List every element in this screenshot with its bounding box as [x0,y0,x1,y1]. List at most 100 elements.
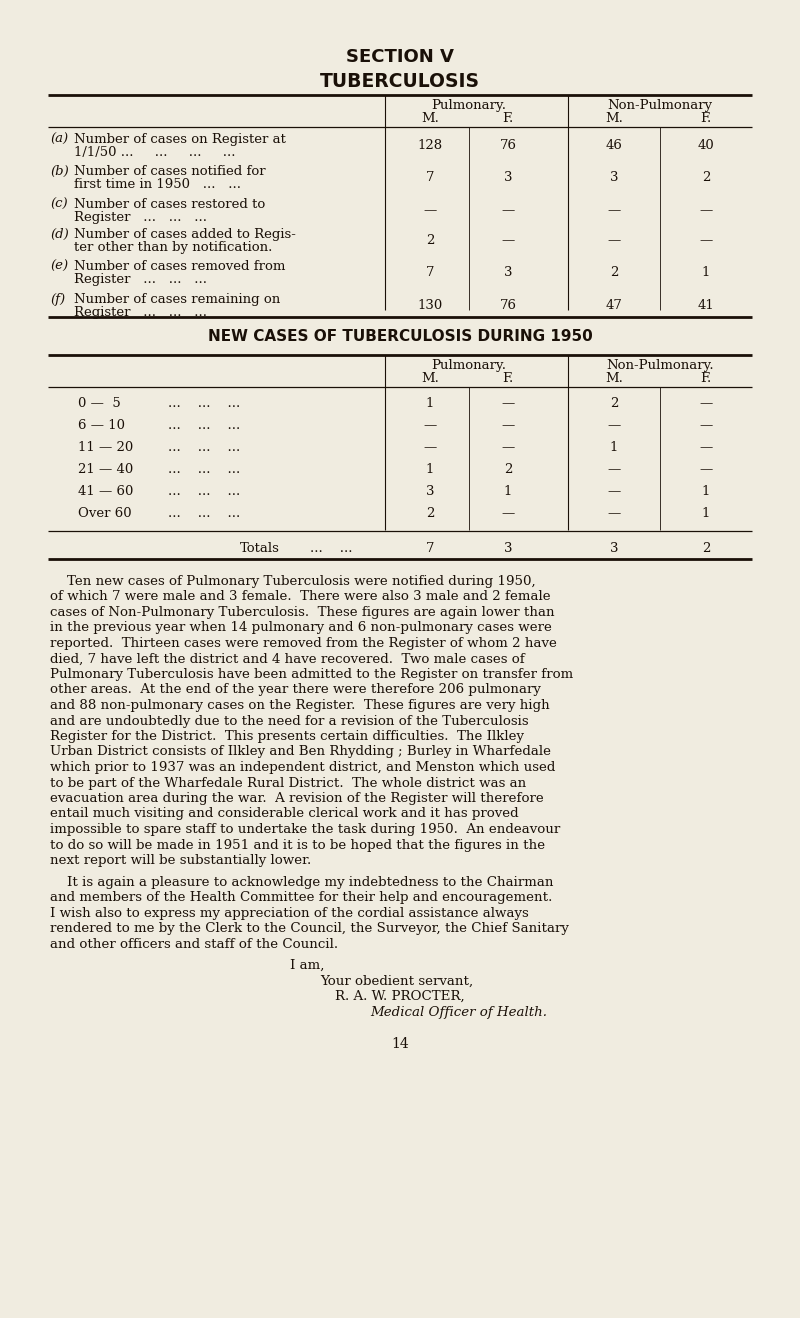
Text: died, 7 have left the district and 4 have recovered.  Two male cases of: died, 7 have left the district and 4 hav… [50,652,525,666]
Text: Number of cases restored to: Number of cases restored to [74,198,266,211]
Text: F.: F. [502,372,514,385]
Text: 7: 7 [426,266,434,279]
Text: —: — [607,419,621,432]
Text: F.: F. [700,372,712,385]
Text: 3: 3 [504,542,512,555]
Text: (a): (a) [50,133,68,146]
Text: rendered to me by the Clerk to the Council, the Surveyor, the Chief Sanitary: rendered to me by the Clerk to the Counc… [50,923,569,936]
Text: ...    ...    ...: ... ... ... [168,485,240,498]
Text: Number of cases on Register at: Number of cases on Register at [74,133,286,146]
Text: SECTION V: SECTION V [346,47,454,66]
Text: Non-Pulmonary.: Non-Pulmonary. [606,358,714,372]
Text: 1: 1 [426,463,434,476]
Text: Over 60: Over 60 [78,507,132,521]
Text: Number of cases notified for: Number of cases notified for [74,165,266,178]
Text: 2: 2 [702,171,710,185]
Text: —: — [699,235,713,246]
Text: cases of Non-Pulmonary Tuberculosis.  These figures are again lower than: cases of Non-Pulmonary Tuberculosis. The… [50,606,554,619]
Text: M.: M. [421,372,439,385]
Text: 2: 2 [610,397,618,410]
Text: 3: 3 [426,485,434,498]
Text: —: — [699,442,713,453]
Text: entail much visiting and considerable clerical work and it has proved: entail much visiting and considerable cl… [50,808,518,821]
Text: —: — [423,204,437,217]
Text: F.: F. [700,112,712,125]
Text: 1: 1 [610,442,618,453]
Text: Register for the District.  This presents certain difficulties.  The Ilkley: Register for the District. This presents… [50,730,524,743]
Text: and 88 non-pulmonary cases on the Register.  These figures are very high: and 88 non-pulmonary cases on the Regist… [50,699,550,712]
Text: 6 — 10: 6 — 10 [78,419,125,432]
Text: 130: 130 [418,299,442,312]
Text: Ten new cases of Pulmonary Tuberculosis were notified during 1950,: Ten new cases of Pulmonary Tuberculosis … [50,575,536,588]
Text: —: — [502,419,514,432]
Text: F.: F. [502,112,514,125]
Text: 21 — 40: 21 — 40 [78,463,134,476]
Text: (f): (f) [50,293,65,306]
Text: 47: 47 [606,299,622,312]
Text: to be part of the Wharfedale Rural District.  The whole district was an: to be part of the Wharfedale Rural Distr… [50,776,526,789]
Text: 1: 1 [426,397,434,410]
Text: (e): (e) [50,260,68,273]
Text: of which 7 were male and 3 female.  There were also 3 male and 2 female: of which 7 were male and 3 female. There… [50,590,550,604]
Text: (b): (b) [50,165,69,178]
Text: 128: 128 [418,138,442,152]
Text: —: — [607,235,621,246]
Text: —: — [502,397,514,410]
Text: 40: 40 [698,138,714,152]
Text: other areas.  At the end of the year there were therefore 206 pulmonary: other areas. At the end of the year ther… [50,684,541,696]
Text: 1: 1 [702,507,710,521]
Text: I wish also to express my appreciation of the cordial assistance always: I wish also to express my appreciation o… [50,907,529,920]
Text: ...    ...    ...: ... ... ... [168,442,240,453]
Text: impossible to spare staff to undertake the task during 1950.  An endeavour: impossible to spare staff to undertake t… [50,822,560,836]
Text: ...    ...    ...: ... ... ... [168,397,240,410]
Text: Totals: Totals [240,542,280,555]
Text: first time in 1950   ...   ...: first time in 1950 ... ... [74,178,241,191]
Text: —: — [699,463,713,476]
Text: —: — [699,204,713,217]
Text: 1/1/50 ...     ...     ...     ...: 1/1/50 ... ... ... ... [74,146,235,159]
Text: Your obedient servant,: Your obedient servant, [320,975,474,987]
Text: —: — [607,463,621,476]
Text: 3: 3 [610,171,618,185]
Text: NEW CASES OF TUBERCULOSIS DURING 1950: NEW CASES OF TUBERCULOSIS DURING 1950 [208,330,592,344]
Text: evacuation area during the war.  A revision of the Register will therefore: evacuation area during the war. A revisi… [50,792,544,805]
Text: Pulmonary.: Pulmonary. [431,99,506,112]
Text: Pulmonary.: Pulmonary. [431,358,506,372]
Text: Number of cases removed from: Number of cases removed from [74,260,286,273]
Text: in the previous year when 14 pulmonary and 6 non-pulmonary cases were: in the previous year when 14 pulmonary a… [50,622,552,634]
Text: —: — [502,507,514,521]
Text: It is again a pleasure to acknowledge my indebtedness to the Chairman: It is again a pleasure to acknowledge my… [50,875,554,888]
Text: 7: 7 [426,171,434,185]
Text: 2: 2 [504,463,512,476]
Text: 2: 2 [610,266,618,279]
Text: 41: 41 [698,299,714,312]
Text: 0 —  5: 0 — 5 [78,397,121,410]
Text: 2: 2 [426,235,434,246]
Text: 2: 2 [702,542,710,555]
Text: I am,: I am, [290,960,325,973]
Text: Register   ...   ...   ...: Register ... ... ... [74,273,207,286]
Text: ...    ...: ... ... [310,542,353,555]
Text: and members of the Health Committee for their help and encouragement.: and members of the Health Committee for … [50,891,552,904]
Text: and are undoubtedly due to the need for a revision of the Tuberculosis: and are undoubtedly due to the need for … [50,714,529,728]
Text: 3: 3 [610,542,618,555]
Text: —: — [423,419,437,432]
Text: which prior to 1937 was an independent district, and Menston which used: which prior to 1937 was an independent d… [50,760,555,774]
Text: —: — [502,204,514,217]
Text: Number of cases added to Regis-: Number of cases added to Regis- [74,228,296,241]
Text: 11 — 20: 11 — 20 [78,442,134,453]
Text: —: — [423,442,437,453]
Text: 2: 2 [426,507,434,521]
Text: 41 — 60: 41 — 60 [78,485,134,498]
Text: —: — [607,507,621,521]
Text: (c): (c) [50,198,68,211]
Text: ...    ...    ...: ... ... ... [168,507,240,521]
Text: 76: 76 [499,299,517,312]
Text: reported.  Thirteen cases were removed from the Register of whom 2 have: reported. Thirteen cases were removed fr… [50,637,557,650]
Text: Medical Officer of Health.: Medical Officer of Health. [370,1006,547,1019]
Text: Non-Pulmonary: Non-Pulmonary [607,99,713,112]
Text: next report will be substantially lower.: next report will be substantially lower. [50,854,311,867]
Text: Number of cases remaining on: Number of cases remaining on [74,293,280,306]
Text: 1: 1 [504,485,512,498]
Text: 14: 14 [391,1037,409,1050]
